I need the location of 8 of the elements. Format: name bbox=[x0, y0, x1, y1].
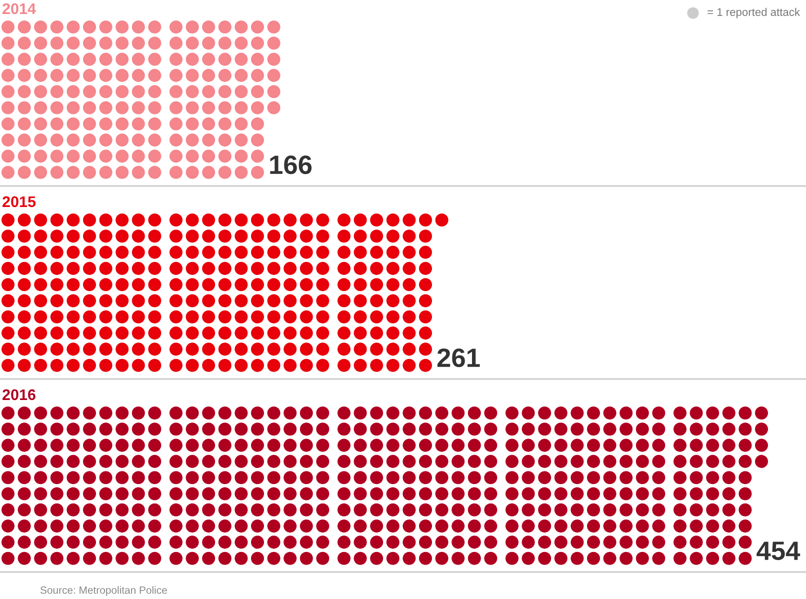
data-label: 261 bbox=[437, 348, 480, 368]
text: 2016 bbox=[2, 389, 36, 400]
data-label: 166 bbox=[270, 155, 312, 174]
text: 2014 bbox=[2, 3, 36, 14]
text: 2015 bbox=[2, 196, 36, 208]
data-label: 454 bbox=[756, 542, 800, 560]
text: = 1 reported attack bbox=[708, 8, 800, 18]
source-note: Source: Metropolitan Police bbox=[40, 586, 167, 596]
